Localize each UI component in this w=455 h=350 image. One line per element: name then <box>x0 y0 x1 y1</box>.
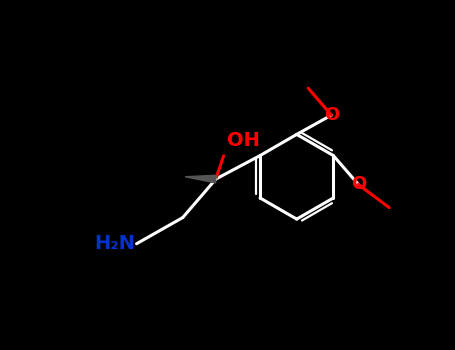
Text: O: O <box>351 175 366 194</box>
Polygon shape <box>185 175 216 183</box>
Text: O: O <box>324 106 339 124</box>
Text: OH: OH <box>228 131 260 150</box>
Text: H₂N: H₂N <box>94 234 135 253</box>
